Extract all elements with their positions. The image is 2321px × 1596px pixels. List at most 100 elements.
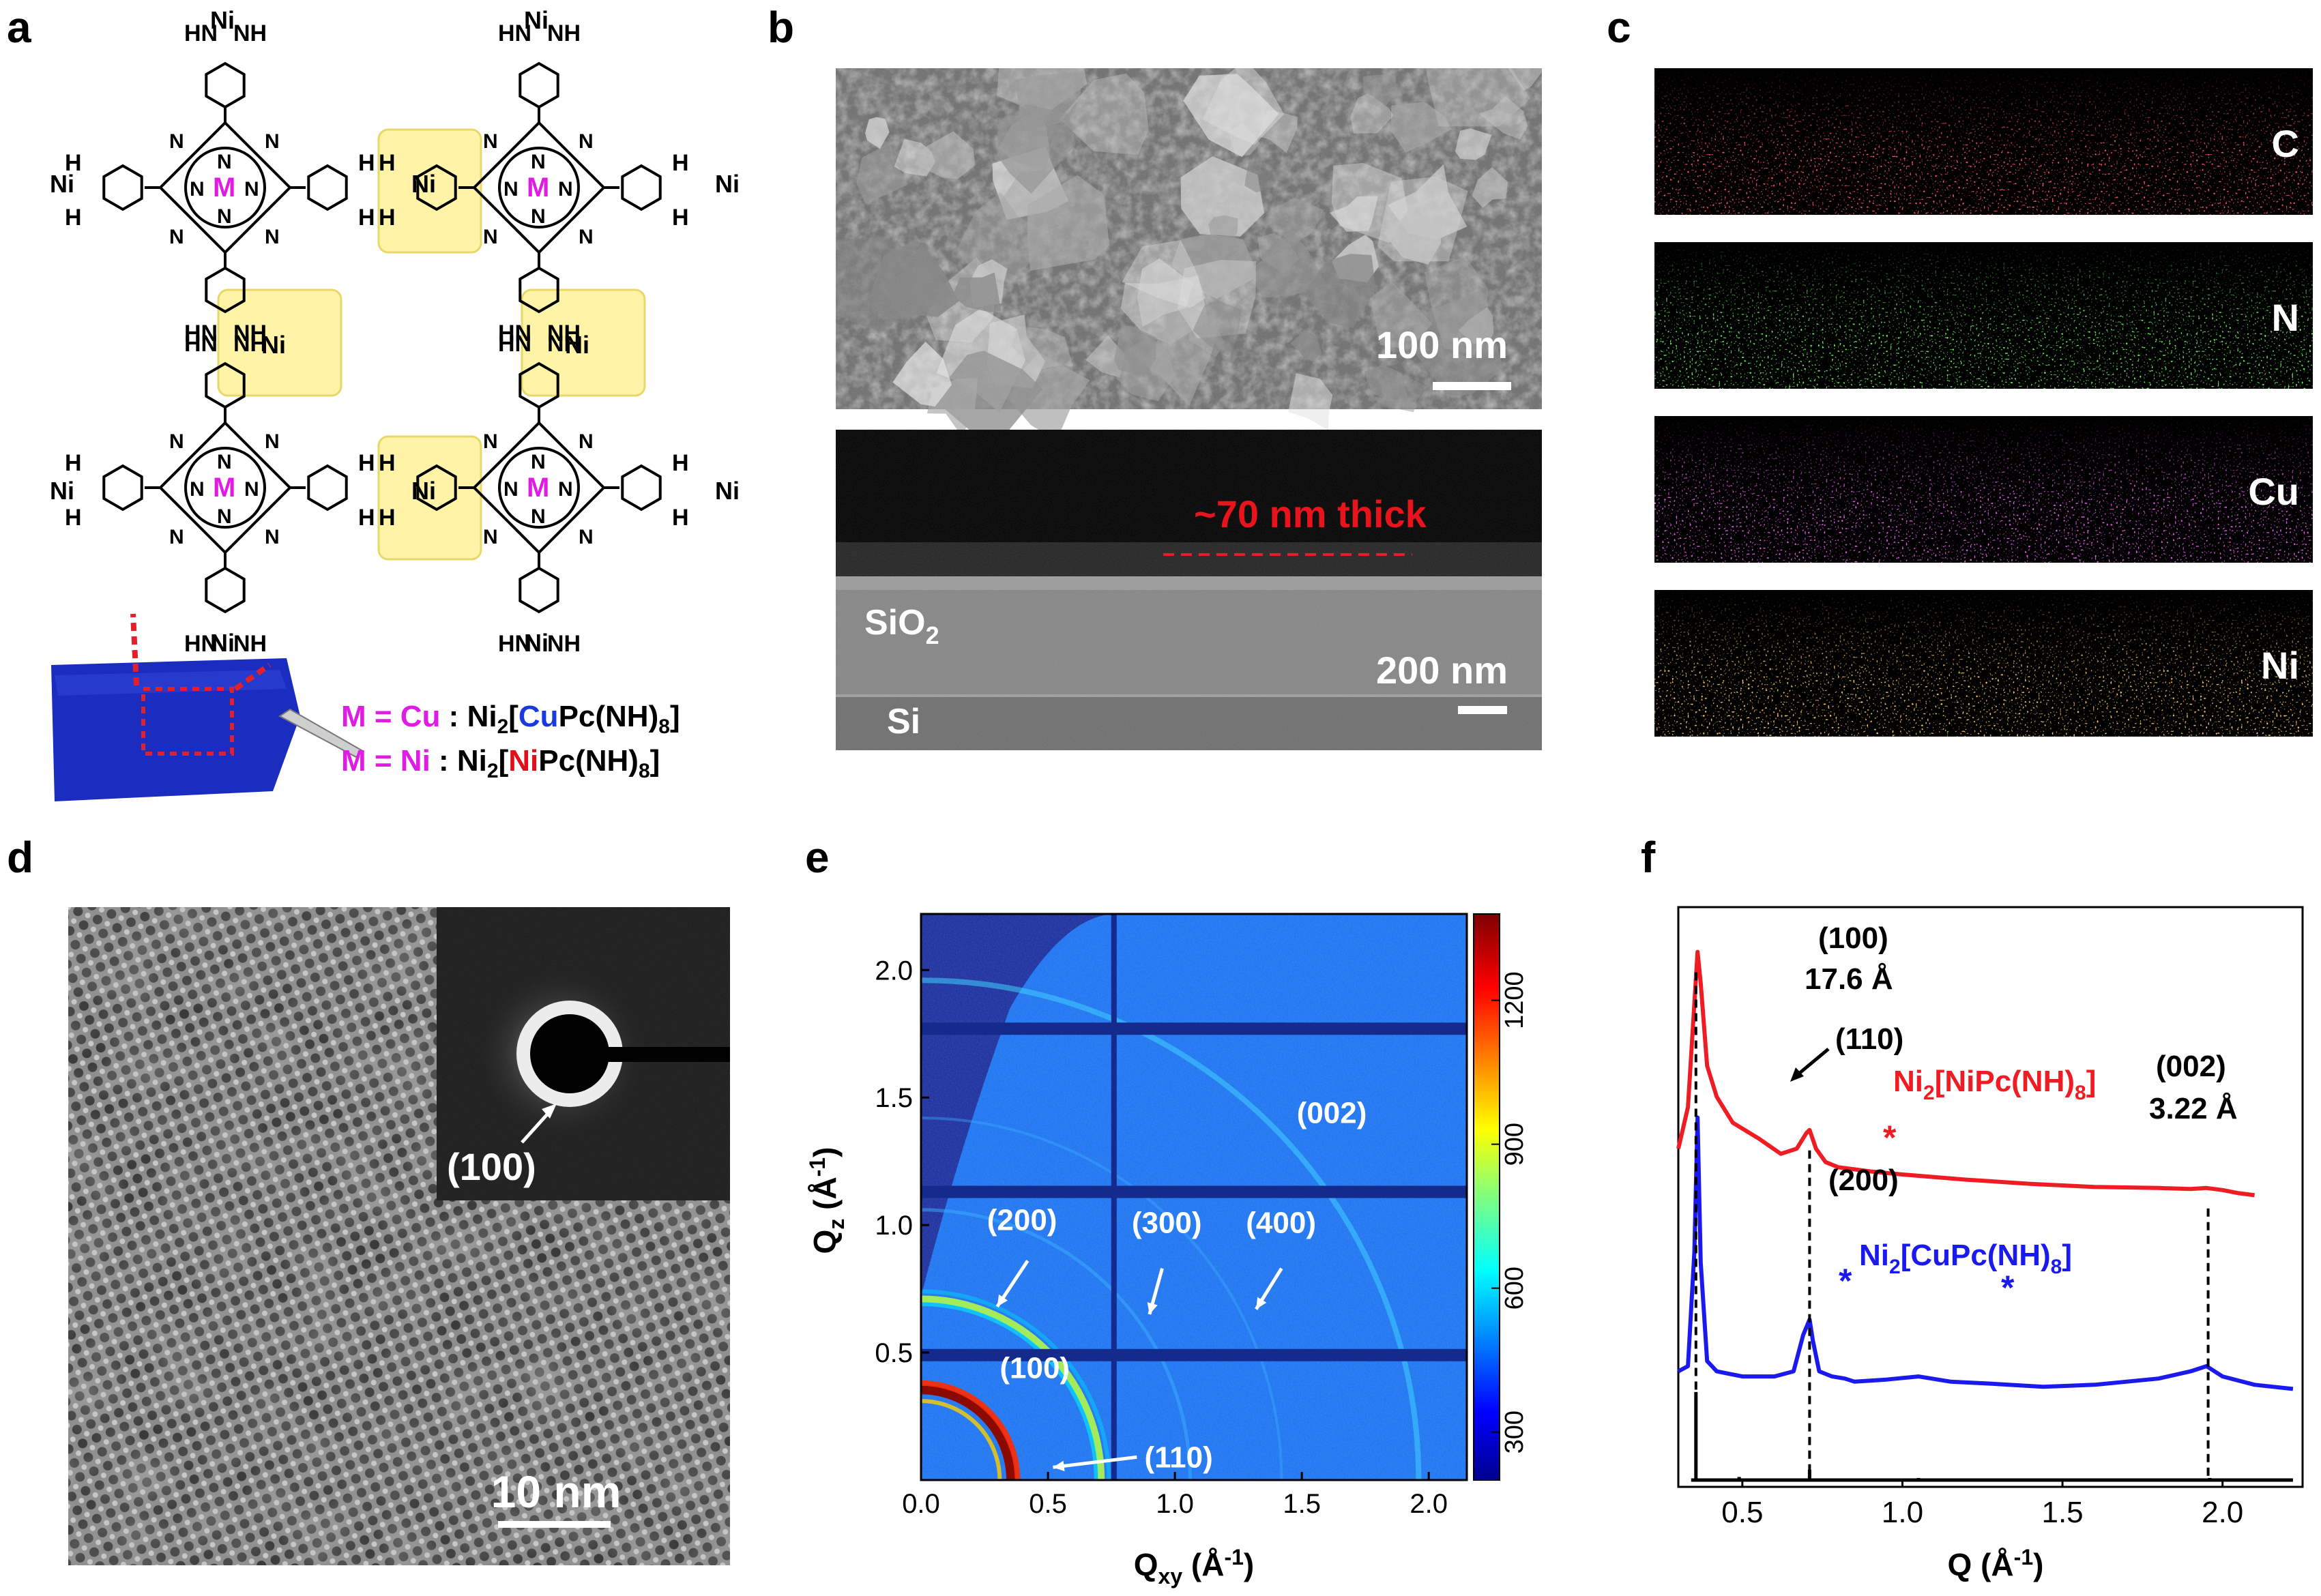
- amine-h: H: [379, 450, 396, 476]
- giwaxs-peak-label: (300): [1132, 1206, 1202, 1239]
- amine-hn: HN: [184, 20, 218, 46]
- amine-nh: NH: [233, 20, 267, 46]
- ni-node: Ni: [715, 477, 740, 505]
- sem-cross-section: ~70 nm thick SiO2 Si 200 nm: [836, 430, 1542, 750]
- giwaxs-peak-label: (002): [1297, 1097, 1367, 1130]
- pc-nitrogen: N: [265, 226, 280, 248]
- scattering-ring: [921, 1380, 1021, 1480]
- amine-nh: NH: [547, 331, 581, 357]
- saed-inset: (100): [437, 907, 730, 1200]
- eds-map-c: C: [1654, 68, 2313, 215]
- pc-nitrogen: N: [190, 178, 205, 201]
- si-label: Si: [887, 702, 920, 741]
- benzene-ring: [307, 464, 348, 512]
- pc-nitrogen: N: [217, 151, 232, 173]
- macrocycle-ring: [498, 147, 580, 228]
- xrd-xlabel: Q (Å-1): [1948, 1545, 2044, 1582]
- amine-h: H: [358, 205, 375, 231]
- amine-nh: NH: [547, 321, 581, 346]
- xrd-peak-200: (200): [1828, 1164, 1899, 1197]
- giwaxs-peak-label: (200): [987, 1204, 1057, 1237]
- pc-nitrogen: N: [265, 430, 280, 453]
- ni-node: Ni: [210, 629, 235, 657]
- amine-h: H: [65, 450, 82, 476]
- amine-nh: NH: [547, 631, 581, 657]
- tem-scale-bar: [498, 1521, 611, 1528]
- eds-element-label: N: [2272, 296, 2299, 339]
- eds-element-label: C: [2272, 122, 2299, 165]
- giwaxs-xlabel: Qxy (Å-1): [1134, 1545, 1254, 1588]
- ni-node: Ni: [50, 170, 74, 198]
- thickness-note: ~70 nm thick: [1194, 492, 1427, 535]
- sem-panel: 100 nm ~70 nm thick SiO2 Si 200 nm: [836, 68, 1542, 750]
- pc-nitrogen: N: [217, 451, 232, 473]
- ni-node: Ni: [50, 477, 74, 505]
- pc-nitrogen: N: [483, 226, 498, 248]
- pc-metal-m: M: [213, 473, 235, 503]
- xrd-series-line: [1677, 1115, 2294, 1391]
- xrd-series-red-label: Ni2[NiPc(NH)8]: [1893, 1065, 2096, 1104]
- sem-bottom-scale-bar: [1458, 706, 1507, 714]
- xrd-xtick: 2.0: [2202, 1496, 2243, 1529]
- ni-node: Ni: [715, 170, 740, 198]
- highlight-box-left-mid: [217, 289, 342, 397]
- detector-gap: [921, 1185, 1467, 1198]
- sem-top-scale-label: 100 nm: [1376, 323, 1508, 366]
- pc-nitrogen: N: [169, 430, 184, 453]
- benzene-ring: [102, 164, 143, 211]
- benzene-ring: [519, 566, 559, 614]
- xrd-xtick: 1.0: [1882, 1496, 1923, 1529]
- benzene-ring: [621, 164, 662, 211]
- amine-h: H: [65, 150, 82, 176]
- tem-scale-label: 10 nm: [491, 1466, 622, 1517]
- pc-nitrogen: N: [244, 478, 259, 501]
- xrd-xtick: 0.5: [1721, 1496, 1763, 1529]
- scattering-ring: [921, 1385, 1017, 1480]
- colorbar-tick: 1200: [1500, 971, 1529, 1029]
- ni-node: Ni: [411, 477, 436, 505]
- highlight-box-top-mid: [377, 128, 482, 254]
- giwaxs-peak-label: (100): [999, 1351, 1070, 1385]
- amine-hn: HN: [184, 631, 218, 657]
- benzene-ring: [621, 464, 662, 512]
- pc-nitrogen: N: [503, 178, 519, 201]
- legend-metal-ni: Ni: [508, 744, 538, 778]
- amine-nh: NH: [233, 331, 267, 357]
- xrd-peak-100: (100): [1818, 921, 1888, 955]
- giwaxs-ytick: 2.0: [875, 956, 913, 986]
- giwaxs-xtick: 0.5: [1029, 1489, 1067, 1519]
- xrd-arrow-110: [1794, 1048, 1830, 1078]
- xrd-d-100: 17.6 Å: [1805, 962, 1893, 996]
- detector-gap: [1111, 914, 1117, 1480]
- macrocycle-ring: [498, 447, 580, 529]
- xrd-plot-frame: [1677, 906, 2304, 1488]
- amine-nh: NH: [233, 321, 267, 346]
- panel-label-c: c: [1607, 3, 1631, 52]
- ni-node: Ni: [524, 629, 549, 657]
- pc-nitrogen: N: [217, 505, 232, 528]
- xrd-series-blue-label: Ni2[CuPc(NH)8]: [1859, 1239, 2072, 1278]
- panel-label-f: f: [1641, 833, 1656, 882]
- xrd-series-line: [1676, 949, 2255, 1198]
- benzene-ring: [519, 266, 559, 314]
- macrocycle-ring: [184, 147, 266, 228]
- sem-top-scale-bar: [1433, 382, 1511, 390]
- amine-nh: NH: [233, 631, 267, 657]
- pc-nitrogen: N: [531, 205, 546, 228]
- giwaxs-ytick: 1.0: [875, 1211, 913, 1241]
- pc-nitrogen: N: [579, 526, 594, 548]
- colorbar-tick: 600: [1500, 1267, 1529, 1310]
- saed-peak-label: (100): [447, 1145, 536, 1188]
- pc-metal-m: M: [527, 173, 549, 203]
- giwaxs-ytick: 0.5: [875, 1338, 913, 1368]
- pc-nitrogen: N: [558, 178, 573, 201]
- giwaxs-xtick: 1.0: [1156, 1489, 1194, 1519]
- xrd-xtick: 1.5: [2041, 1496, 2083, 1529]
- pc-nitrogen: N: [531, 505, 546, 528]
- benzene-ring: [205, 266, 246, 314]
- amine-h: H: [379, 505, 396, 531]
- pc-nitrogen: N: [244, 178, 259, 201]
- legend-metal-cu: Cu: [519, 700, 559, 733]
- pc-nitrogen: N: [217, 205, 232, 228]
- amine-nh: NH: [547, 20, 581, 46]
